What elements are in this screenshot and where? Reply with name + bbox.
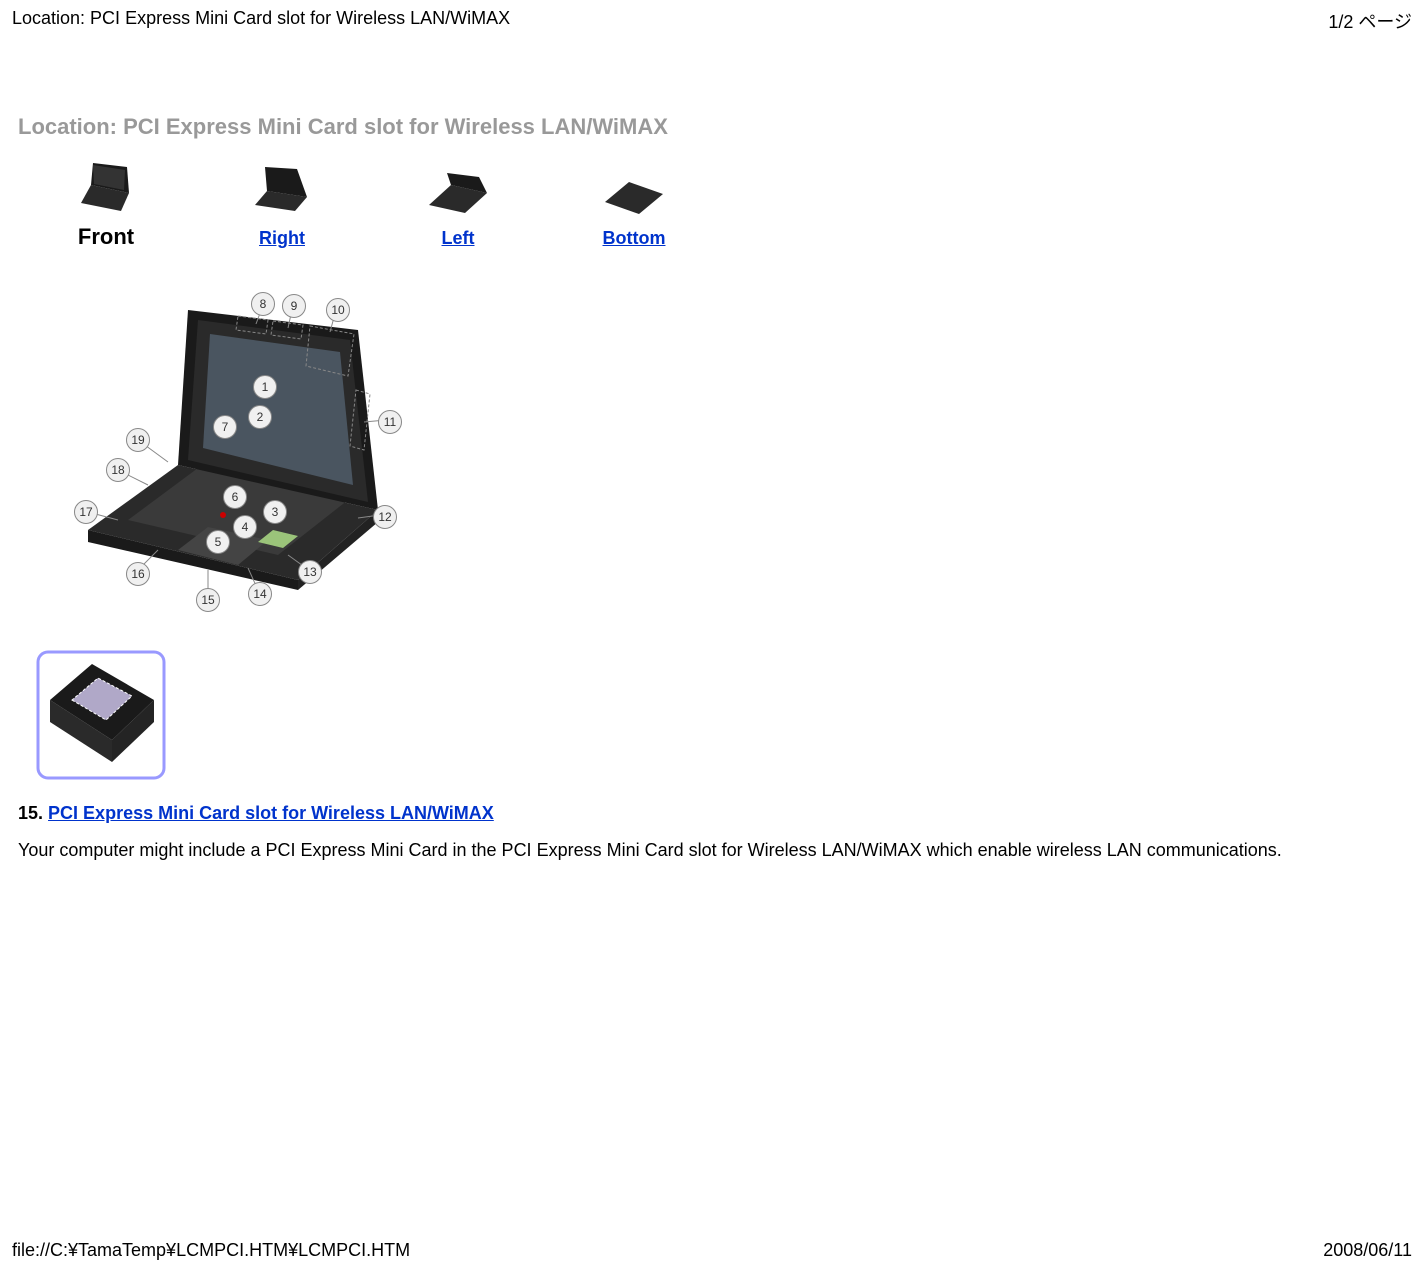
header-page-info: 1/2 ページ: [1328, 8, 1412, 34]
view-left[interactable]: Left: [370, 158, 546, 250]
callout-4: 4: [233, 515, 257, 539]
bottom-icon: [546, 158, 722, 218]
callout-3: 3: [263, 500, 287, 524]
callout-6: 6: [223, 485, 247, 509]
detail-image: [36, 650, 1406, 785]
views-row: Front Right Left: [18, 158, 1406, 250]
callout-17: 17: [74, 500, 98, 524]
callout-8: 8: [251, 292, 275, 316]
view-right-label[interactable]: Right: [194, 228, 370, 249]
main-diagram: 1 2 3 4 5 6 7 8 9 10 11 12 13 14 15 16 1…: [58, 290, 1406, 610]
right-icon: [194, 158, 370, 218]
header-title: Location: PCI Express Mini Card slot for…: [12, 8, 510, 34]
left-icon: [370, 158, 546, 218]
footer-path: file://C:¥TamaTemp¥LCMPCI.HTM¥LCMPCI.HTM: [12, 1240, 410, 1261]
callout-5: 5: [206, 530, 230, 554]
view-right[interactable]: Right: [194, 158, 370, 250]
section-title: Location: PCI Express Mini Card slot for…: [18, 114, 1406, 140]
description-text: Your computer might include a PCI Expres…: [18, 838, 1406, 862]
item-link[interactable]: PCI Express Mini Card slot for Wireless …: [48, 803, 494, 823]
callout-7: 7: [213, 415, 237, 439]
callout-2: 2: [248, 405, 272, 429]
callout-18: 18: [106, 458, 130, 482]
callout-9: 9: [282, 294, 306, 318]
callout-1: 1: [253, 375, 277, 399]
view-bottom-label[interactable]: Bottom: [546, 228, 722, 249]
callout-11: 11: [378, 410, 402, 434]
footer-date: 2008/06/11: [1323, 1240, 1412, 1261]
callout-12: 12: [373, 505, 397, 529]
callout-16: 16: [126, 562, 150, 586]
view-left-label[interactable]: Left: [370, 228, 546, 249]
callout-15: 15: [196, 588, 220, 612]
callout-14: 14: [248, 582, 272, 606]
view-front-label: Front: [18, 224, 194, 250]
item-number: 15.: [18, 803, 43, 823]
front-icon: [18, 158, 194, 218]
callout-19: 19: [126, 428, 150, 452]
item-heading: 15. PCI Express Mini Card slot for Wirel…: [18, 803, 1406, 824]
callout-13: 13: [298, 560, 322, 584]
callout-10: 10: [326, 298, 350, 322]
view-bottom[interactable]: Bottom: [546, 158, 722, 250]
view-front: Front: [18, 158, 194, 250]
